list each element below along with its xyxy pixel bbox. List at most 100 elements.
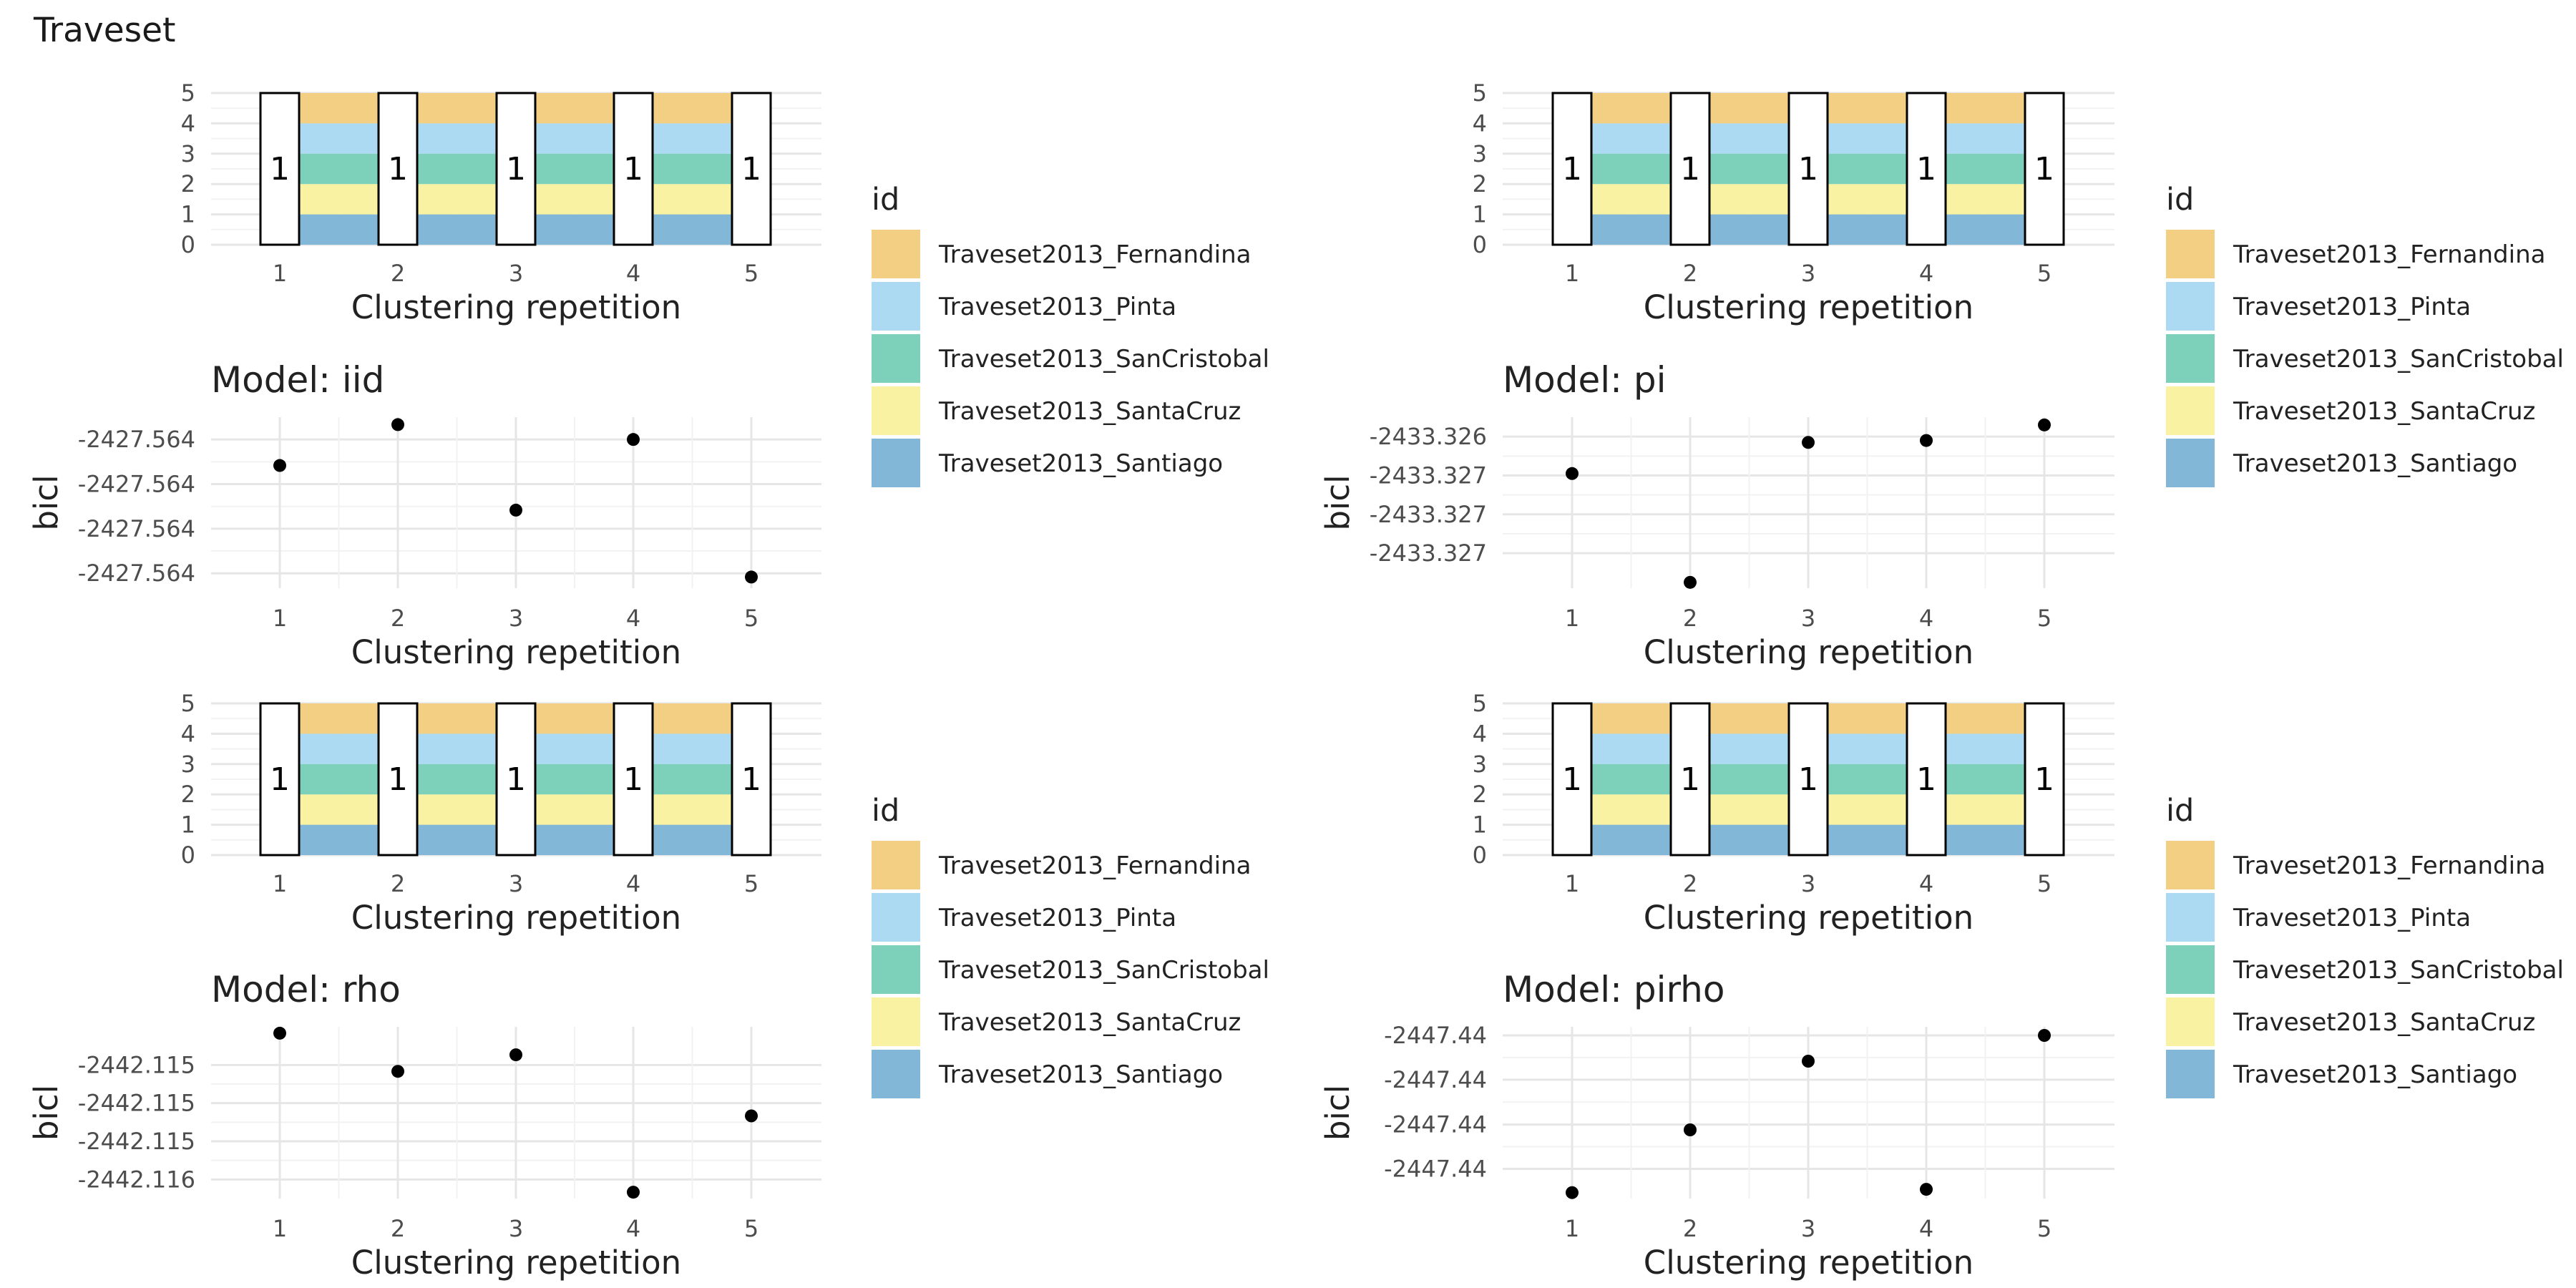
cluster-box [1787,92,1829,246]
y-tick-label: 5 [1473,690,1487,717]
data-point [273,1026,286,1040]
cluster-label: 1 [741,151,761,187]
legend-key [2166,334,2215,383]
cluster-box [495,92,537,246]
legend: id Traveset2013_Fernandina Traveset2013_Pi… [2166,793,2564,1098]
y-tick-label: 0 [181,231,195,258]
legend-label: Traveset2013_Pinta [2233,293,2471,321]
legend-title: id [872,793,899,829]
cluster-box [259,92,301,246]
cluster-box [731,702,772,857]
cluster-box [1787,702,1829,857]
legend-label: Traveset2013_Pinta [2233,904,2471,932]
x-tick-label: 3 [1801,870,1815,897]
panel-title: Model: iid [211,359,384,401]
legend-key [872,334,920,383]
y-tick-label: -2447.44 [1384,1022,1487,1049]
legend-label: Traveset2013_Santiago [2233,449,2517,478]
data-point [509,1048,522,1062]
x-tick-label: 1 [273,605,287,632]
legend-title: id [2166,793,2194,829]
y-tick-label: 4 [181,109,195,137]
y-tick-label: 1 [1473,201,1487,228]
y-tick-label: 3 [181,751,195,778]
x-tick-label: 1 [1565,870,1579,897]
y-tick-label: 1 [181,811,195,839]
y-tick-label: -2427.564 [78,426,195,453]
x-axis-title: Clustering repetition [1644,899,1974,937]
cluster-box [259,702,301,857]
y-tick-label: -2447.44 [1384,1155,1487,1182]
x-tick-label: 4 [1919,605,1933,632]
x-tick-label: 1 [273,1215,287,1242]
legend-key [872,282,920,331]
data-point [509,503,522,517]
cluster-label: 1 [270,151,290,187]
legend: id Traveset2013_Fernandina Traveset2013_Pi… [2166,182,2564,487]
cluster-box [495,702,537,857]
legend-title: id [2166,182,2194,218]
x-tick-label: 2 [1683,260,1697,287]
data-point [1920,1183,1933,1196]
y-tick-label: -2442.115 [78,1090,195,1117]
x-tick-label: 5 [744,605,758,632]
legend-key [2166,386,2215,435]
legend-label: Traveset2013_SantaCruz [2233,397,2535,426]
legend-label: Traveset2013_Santiago [938,1060,1223,1089]
legend-label: Traveset2013_SantaCruz [2233,1008,2535,1037]
legend-key [872,386,920,435]
data-point [1566,467,1579,480]
legend-key [2166,841,2215,889]
y-tick-label: 3 [1473,751,1487,778]
y-axis-title: bicl [27,474,65,530]
cluster-label: 1 [2034,151,2054,187]
cluster-label: 1 [1916,761,1936,798]
br-scatter-panel: Model: pirho -2447.44 -2447.44 -2447.44 -244… [1319,969,2114,1282]
legend-key [872,945,920,994]
data-point [1684,575,1697,589]
panel-title: Model: pi [1503,359,1667,401]
x-tick-label: 3 [1801,605,1815,632]
data-point [1802,1055,1815,1068]
y-tick-label: -2447.44 [1384,1111,1487,1138]
cluster-label: 1 [1562,761,1582,798]
cluster-label: 1 [1680,761,1700,798]
legend: id Traveset2013_Fernandina Traveset2013_Pi… [872,182,1269,487]
y-tick-label: -2442.115 [78,1128,195,1155]
x-tick-label: 2 [391,870,405,897]
y-tick-label: 3 [181,140,195,167]
legend-label: Traveset2013_Fernandina [2233,240,2545,269]
cluster-label: 1 [388,151,408,187]
cluster-box [1906,702,1947,857]
y-tick-label: 0 [181,841,195,869]
y-axis-title: bicl [27,1085,65,1141]
x-tick-label: 5 [2037,605,2051,632]
legend-key [872,841,920,889]
x-tick-label: 5 [744,1215,758,1242]
cluster-label: 1 [506,151,526,187]
x-tick-label: 1 [273,870,287,897]
legend-label: Traveset2013_SantaCruz [938,397,1241,426]
legend-key [2166,1050,2215,1098]
legend-label: Traveset2013_Pinta [938,293,1176,321]
y-tick-label: -2433.327 [1370,462,1487,489]
legend-title: id [872,182,899,218]
legend-key [872,439,920,487]
y-tick-label: -2433.327 [1370,501,1487,528]
cluster-box [1551,92,1593,246]
y-tick-label: 2 [1473,781,1487,808]
cluster-label: 1 [1562,151,1582,187]
data-point [2038,1029,2051,1042]
cluster-label: 1 [1798,151,1818,187]
x-tick-label: 4 [1919,870,1933,897]
y-tick-label: 0 [1473,231,1487,258]
cluster-box [377,702,419,857]
y-tick-label: 5 [1473,79,1487,107]
cluster-label: 1 [741,761,761,798]
legend-key [2166,945,2215,994]
cluster-label: 1 [270,761,290,798]
y-tick-label: 1 [1473,811,1487,839]
